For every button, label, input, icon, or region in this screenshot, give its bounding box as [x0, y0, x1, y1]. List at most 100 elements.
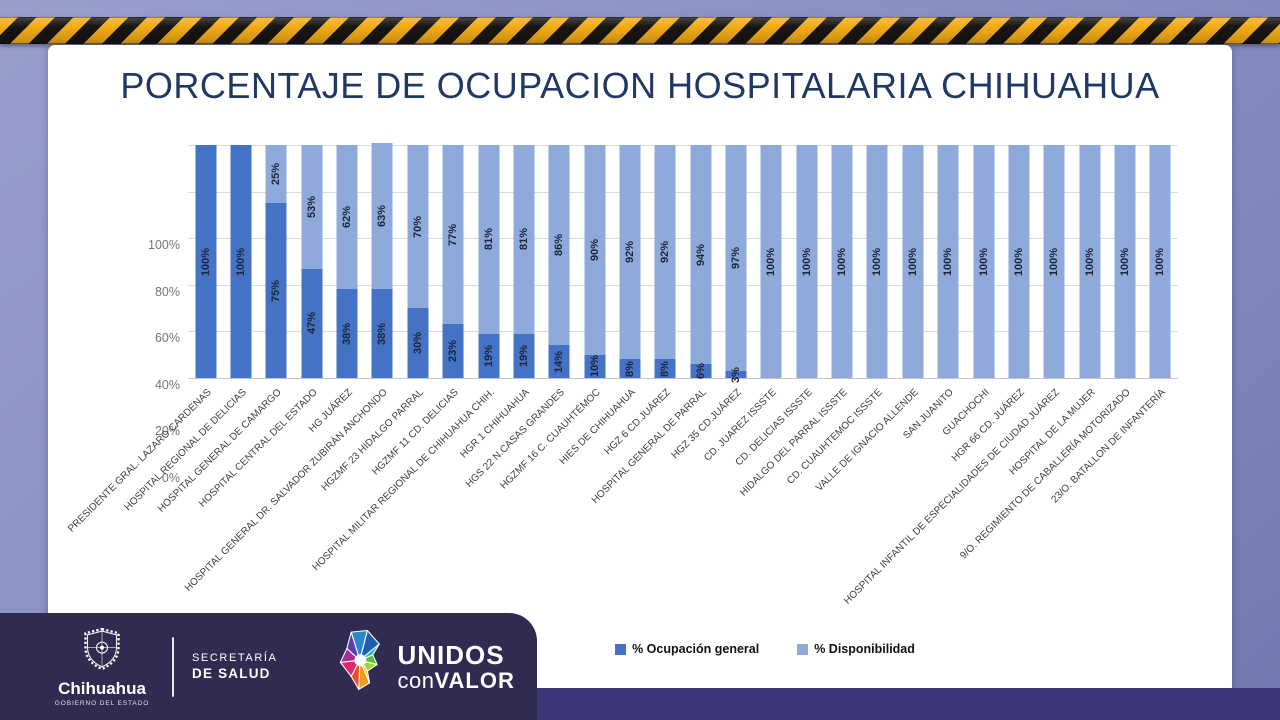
bar-group: 100% — [188, 145, 223, 378]
bar-group: 30% 70% — [400, 145, 435, 378]
unidos-label: UNIDOS — [397, 639, 505, 670]
occupancy-label: 19% — [517, 344, 530, 367]
occupancy-segment — [513, 333, 535, 378]
de-salud-label: DE SALUD — [192, 666, 271, 681]
bar-group: 14% 86% — [542, 145, 577, 378]
occupancy-label: 23% — [447, 340, 460, 363]
availability-label: 100% — [1154, 247, 1167, 276]
bar-group: 100% — [1143, 145, 1178, 378]
bar-group: 6% 94% — [683, 145, 718, 379]
availability-label: 100% — [942, 247, 955, 276]
availability-segment — [654, 145, 676, 360]
secretaria-label: SECRETARÍA — [192, 652, 278, 664]
availability-label: 81% — [482, 228, 495, 251]
availability-label: 100% — [1083, 247, 1096, 276]
occupancy-segment — [301, 268, 323, 378]
occupancy-segment — [230, 145, 252, 378]
occupancy-segment — [478, 333, 500, 378]
availability-label: 100% — [906, 247, 919, 276]
bar-group: 100% — [789, 145, 824, 378]
availability-segment — [442, 145, 464, 325]
occupancy-segment — [654, 359, 676, 378]
availability-label: 90% — [588, 238, 601, 261]
y-axis: 0% 20% 40% 60% 80% 100% — [48, 145, 180, 485]
bar-group: 100% — [1107, 145, 1142, 378]
availability-segment — [831, 145, 853, 378]
footer-logo-bar: Chihuahua GOBIERNO DEL ESTADO SECRETARÍA… — [0, 613, 537, 720]
availability-label: 100% — [871, 247, 884, 276]
gridline — [188, 238, 1178, 240]
chihuahua-government-logo: Chihuahua GOBIERNO DEL ESTADO — [54, 626, 150, 707]
occupancy-segment — [619, 359, 641, 378]
availability-segment — [725, 145, 747, 372]
occupancy-segment — [442, 324, 464, 378]
bar-group: 38% 63% — [365, 142, 400, 378]
occupancy-label: 8% — [659, 360, 672, 377]
availability-segment — [1114, 145, 1136, 378]
availability-segment — [265, 145, 287, 204]
availability-label: 97% — [730, 246, 743, 270]
y-axis-tick: 0% — [161, 471, 180, 485]
bar-group: 100% — [223, 145, 258, 378]
chihuahua-shield-icon — [80, 626, 124, 677]
availability-label: 94% — [694, 243, 707, 266]
occupancy-segment — [195, 145, 217, 378]
availability-label: 63% — [376, 205, 389, 228]
availability-segment — [513, 145, 535, 334]
y-axis-tick: 80% — [154, 284, 180, 299]
footer-divider — [172, 636, 174, 697]
availability-segment — [619, 145, 641, 360]
occupancy-label: 100% — [199, 247, 212, 276]
legend-label: % Disponibilidad — [814, 642, 915, 656]
occupancy-segment — [690, 364, 712, 378]
occupancy-label: 3% — [730, 366, 743, 383]
y-axis-tick: 40% — [154, 377, 180, 392]
stacked-bar-chart: 100% PRESIDENTE GRAL. LAZARO CARDENAS 100%… — [66, 142, 1178, 607]
occupancy-segment — [371, 289, 393, 378]
bar-group: 100% — [1001, 145, 1036, 378]
availability-segment — [1149, 145, 1171, 378]
state-subtitle-label: GOBIERNO DEL ESTADO — [54, 699, 150, 707]
hazard-tape — [0, 17, 1280, 44]
availability-segment — [371, 142, 393, 290]
gridline — [188, 378, 1178, 379]
occupancy-label: 14% — [553, 350, 566, 373]
availability-label: 86% — [553, 234, 566, 257]
availability-segment — [937, 145, 959, 378]
y-axis-tick: 60% — [154, 331, 180, 346]
availability-label: 92% — [623, 241, 636, 264]
availability-label: 62% — [341, 206, 354, 229]
occupancy-label: 100% — [235, 247, 248, 276]
bar-group: 8% 92% — [648, 145, 683, 378]
availability-segment — [1043, 145, 1065, 378]
bar-group: 8% 92% — [612, 145, 647, 378]
availability-segment — [902, 145, 924, 378]
bar-group: 47% 53% — [294, 145, 329, 378]
gridline — [188, 191, 1178, 193]
occupancy-label: 47% — [305, 312, 318, 335]
y-axis-tick: 20% — [154, 424, 180, 439]
occupancy-segment — [407, 308, 429, 378]
availability-segment — [760, 145, 782, 378]
bar-group: 100% — [824, 145, 859, 378]
x-axis-label: HGR 66 CD. JUÁREZ — [949, 387, 1027, 464]
chart-card: PORCENTAJE DE OCUPACION HOSPITALARIA CHI… — [48, 45, 1232, 688]
occupancy-label: 38% — [341, 322, 354, 345]
bar-group: 38% 62% — [329, 145, 364, 378]
valor-label: VALOR — [434, 667, 515, 693]
availability-label: 100% — [836, 247, 849, 276]
x-axis-label: 9/O. REGIMIENTO DE CABALLERÍA MOTORIZADO — [958, 387, 1133, 562]
availability-segment — [584, 145, 606, 355]
occupancy-label: 10% — [588, 355, 601, 378]
availability-label: 25% — [270, 163, 283, 186]
legend-swatch — [797, 643, 809, 655]
availability-label: 100% — [1012, 247, 1025, 276]
bar-group: 100% — [754, 145, 789, 378]
bar-group: 100% — [931, 145, 966, 378]
availability-label: 81% — [517, 228, 530, 251]
availability-segment — [973, 145, 995, 378]
availability-label: 53% — [305, 195, 318, 218]
availability-label: 100% — [1048, 247, 1061, 276]
availability-segment — [407, 145, 429, 309]
